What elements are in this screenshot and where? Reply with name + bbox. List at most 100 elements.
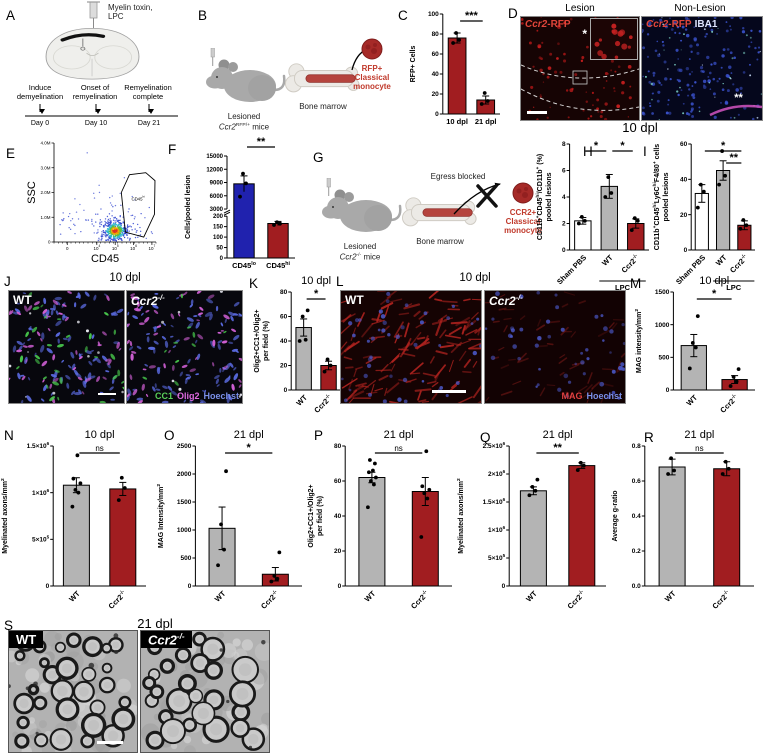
lesion-inset [590, 18, 638, 60]
svg-text:WT: WT [685, 393, 700, 408]
svg-text:SSC: SSC [26, 181, 38, 204]
svg-text:500: 500 [659, 355, 670, 362]
svg-text:0: 0 [502, 583, 506, 590]
svg-text:0: 0 [666, 387, 670, 394]
svg-text:0: 0 [46, 583, 50, 590]
chart-svg-O: 0 500 1000 1500 2000 2500 MAG Intensity/mm2 21 … [156, 429, 302, 611]
svg-text:RFP+ Cells: RFP+ Cells [410, 46, 417, 83]
brain-coronal-diagram [45, 27, 140, 80]
svg-text:1.5×106: 1.5×106 [483, 497, 506, 506]
svg-text:Ccr2-/-: Ccr2-/- [312, 393, 334, 415]
panel-label-d: D [508, 6, 518, 21]
svg-text:60: 60 [432, 51, 440, 58]
svg-text:ns: ns [695, 444, 703, 453]
monocyte-icon-b [361, 38, 383, 60]
svg-text:MAG intensity/mm2: MAG intensity/mm2 [634, 309, 643, 373]
chart-myelinated-axons-21dpl: 0 5×105 1×106 1.5×106 2×106 2.5×106 Myelinated… [456, 426, 614, 620]
chart-cd11b-cd45hi: 0 2 4 6 8 CD11b+CD45hi/CD11b+ (%) pooled lesio… [535, 134, 657, 294]
svg-text:0: 0 [220, 256, 224, 262]
svg-text:60: 60 [334, 478, 342, 485]
svg-text:2.5×106: 2.5×106 [483, 441, 506, 450]
svg-text:10 dpl: 10 dpl [301, 275, 331, 287]
ccr2ko-label: Ccr2-/- [489, 293, 523, 308]
panel-label-a: A [6, 8, 16, 23]
svg-text:WT: WT [363, 589, 378, 604]
svg-text:CD11b+CD45hiLy6ChiF4/80+ cells: CD11b+CD45hiLy6ChiF4/80+ cells [652, 144, 661, 251]
svg-text:15000: 15000 [206, 154, 223, 160]
chart-myelinated-axons-10dpl: 0 5×105 1×106 1.5×106 Myelinated axons/mm2 10… [0, 426, 154, 620]
mouse-diagram-g [322, 178, 402, 232]
wt-label: WT [9, 631, 44, 648]
micrograph-texture [341, 291, 481, 403]
svg-text:9000: 9000 [210, 181, 224, 187]
panel-label-f: F [168, 142, 177, 157]
monocyte-label-g: CCR2+ Classical monocyte [504, 208, 542, 235]
svg-text:Sham PBS: Sham PBS [555, 253, 588, 286]
svg-text:LPC: LPC [726, 283, 742, 292]
stain-legend-l: MAG Hoechst [557, 391, 622, 401]
svg-text:3000: 3000 [210, 207, 224, 213]
svg-text:WT: WT [714, 253, 729, 268]
svg-text:20: 20 [280, 363, 288, 370]
svg-text:**: ** [257, 136, 266, 148]
svg-text:MAG Intensity/mm2: MAG Intensity/mm2 [156, 484, 165, 548]
lesion-title: Lesion [565, 3, 595, 14]
svg-text:21 dpl: 21 dpl [475, 117, 497, 126]
ccr2ko-label: Ccr2-/- [141, 631, 192, 649]
svg-text:5×105: 5×105 [32, 535, 50, 544]
cd45hi-gate [120, 172, 156, 238]
svg-text:Ccr2-/-: Ccr2-/- [566, 589, 588, 611]
legend-mag: MAG [561, 391, 583, 401]
svg-text:1500: 1500 [177, 499, 192, 506]
svg-text:per field (%): per field (%) [317, 496, 324, 536]
svg-text:1×106: 1×106 [32, 488, 50, 497]
svg-text:150: 150 [213, 225, 224, 231]
non-lesion-asterisks: ** [734, 91, 743, 104]
svg-text:Olig2+CC1+/Olig2+: Olig2+CC1+/Olig2+ [308, 484, 315, 547]
svg-text:0.4: 0.4 [632, 513, 641, 520]
chart-g-ratio: 0.0 0.2 0.4 0.6 0.8 Average g-ratio 21 dpl WT Cc… [610, 426, 762, 620]
timeline-day-21: Day 21 [137, 120, 161, 127]
svg-text:0: 0 [435, 111, 439, 118]
svg-text:0: 0 [338, 583, 342, 590]
svg-text:6: 6 [562, 168, 566, 175]
panel-label-q: Q [480, 430, 491, 445]
svg-text:21 dpl: 21 dpl [543, 429, 573, 441]
svg-text:Myelinated axons/mm2: Myelinated axons/mm2 [456, 478, 465, 554]
svg-text:**: ** [729, 152, 738, 164]
scale-bar [432, 390, 466, 393]
panel-label-i: I [643, 144, 647, 159]
svg-text:CD45hi: CD45hi [131, 194, 145, 201]
mouse-diagram-b [206, 48, 286, 102]
svg-text:*: * [594, 140, 599, 152]
svg-text:8: 8 [562, 141, 566, 148]
panel-label-c: C [398, 8, 408, 23]
svg-text:40: 40 [432, 71, 440, 78]
lesion-arc [60, 33, 106, 42]
wt-label: WT [345, 293, 364, 307]
chart-svg-Q: 0 5×105 1×106 1.5×106 2×106 2.5×106 Myelinated… [456, 429, 606, 611]
svg-text:pooled lesions: pooled lesions [546, 172, 553, 221]
svg-text:20: 20 [334, 548, 342, 555]
svg-text:1500: 1500 [655, 289, 670, 296]
panel-s-title: 21 dpl [137, 616, 173, 631]
svg-text:0: 0 [684, 247, 688, 254]
svg-text:0: 0 [66, 246, 69, 251]
svg-text:10 dpl: 10 dpl [446, 117, 468, 126]
panel-label-r: R [644, 430, 654, 445]
svg-text:WT: WT [600, 253, 615, 268]
svg-text:*: * [620, 140, 625, 152]
ccr2-rfp-iba1-marker-label: Ccr2-RFP IBA1 [646, 19, 718, 30]
svg-text:Ccr2-/-: Ccr2-/- [409, 589, 431, 611]
scale-bar [527, 111, 547, 114]
svg-text:Ccr2-/-: Ccr2-/- [259, 589, 281, 611]
panel-label-p: P [314, 428, 324, 443]
svg-text:4.0M: 4.0M [40, 141, 50, 146]
svg-text:2500: 2500 [177, 443, 192, 450]
svg-text:WT: WT [67, 589, 82, 604]
chart-svg-I: 0 20 40 60 CD11b+CD45hiLy6ChiF4/80+ cellspoo… [652, 140, 755, 292]
svg-text:2: 2 [562, 221, 566, 228]
legend-olig2: Olig2 [176, 391, 200, 401]
